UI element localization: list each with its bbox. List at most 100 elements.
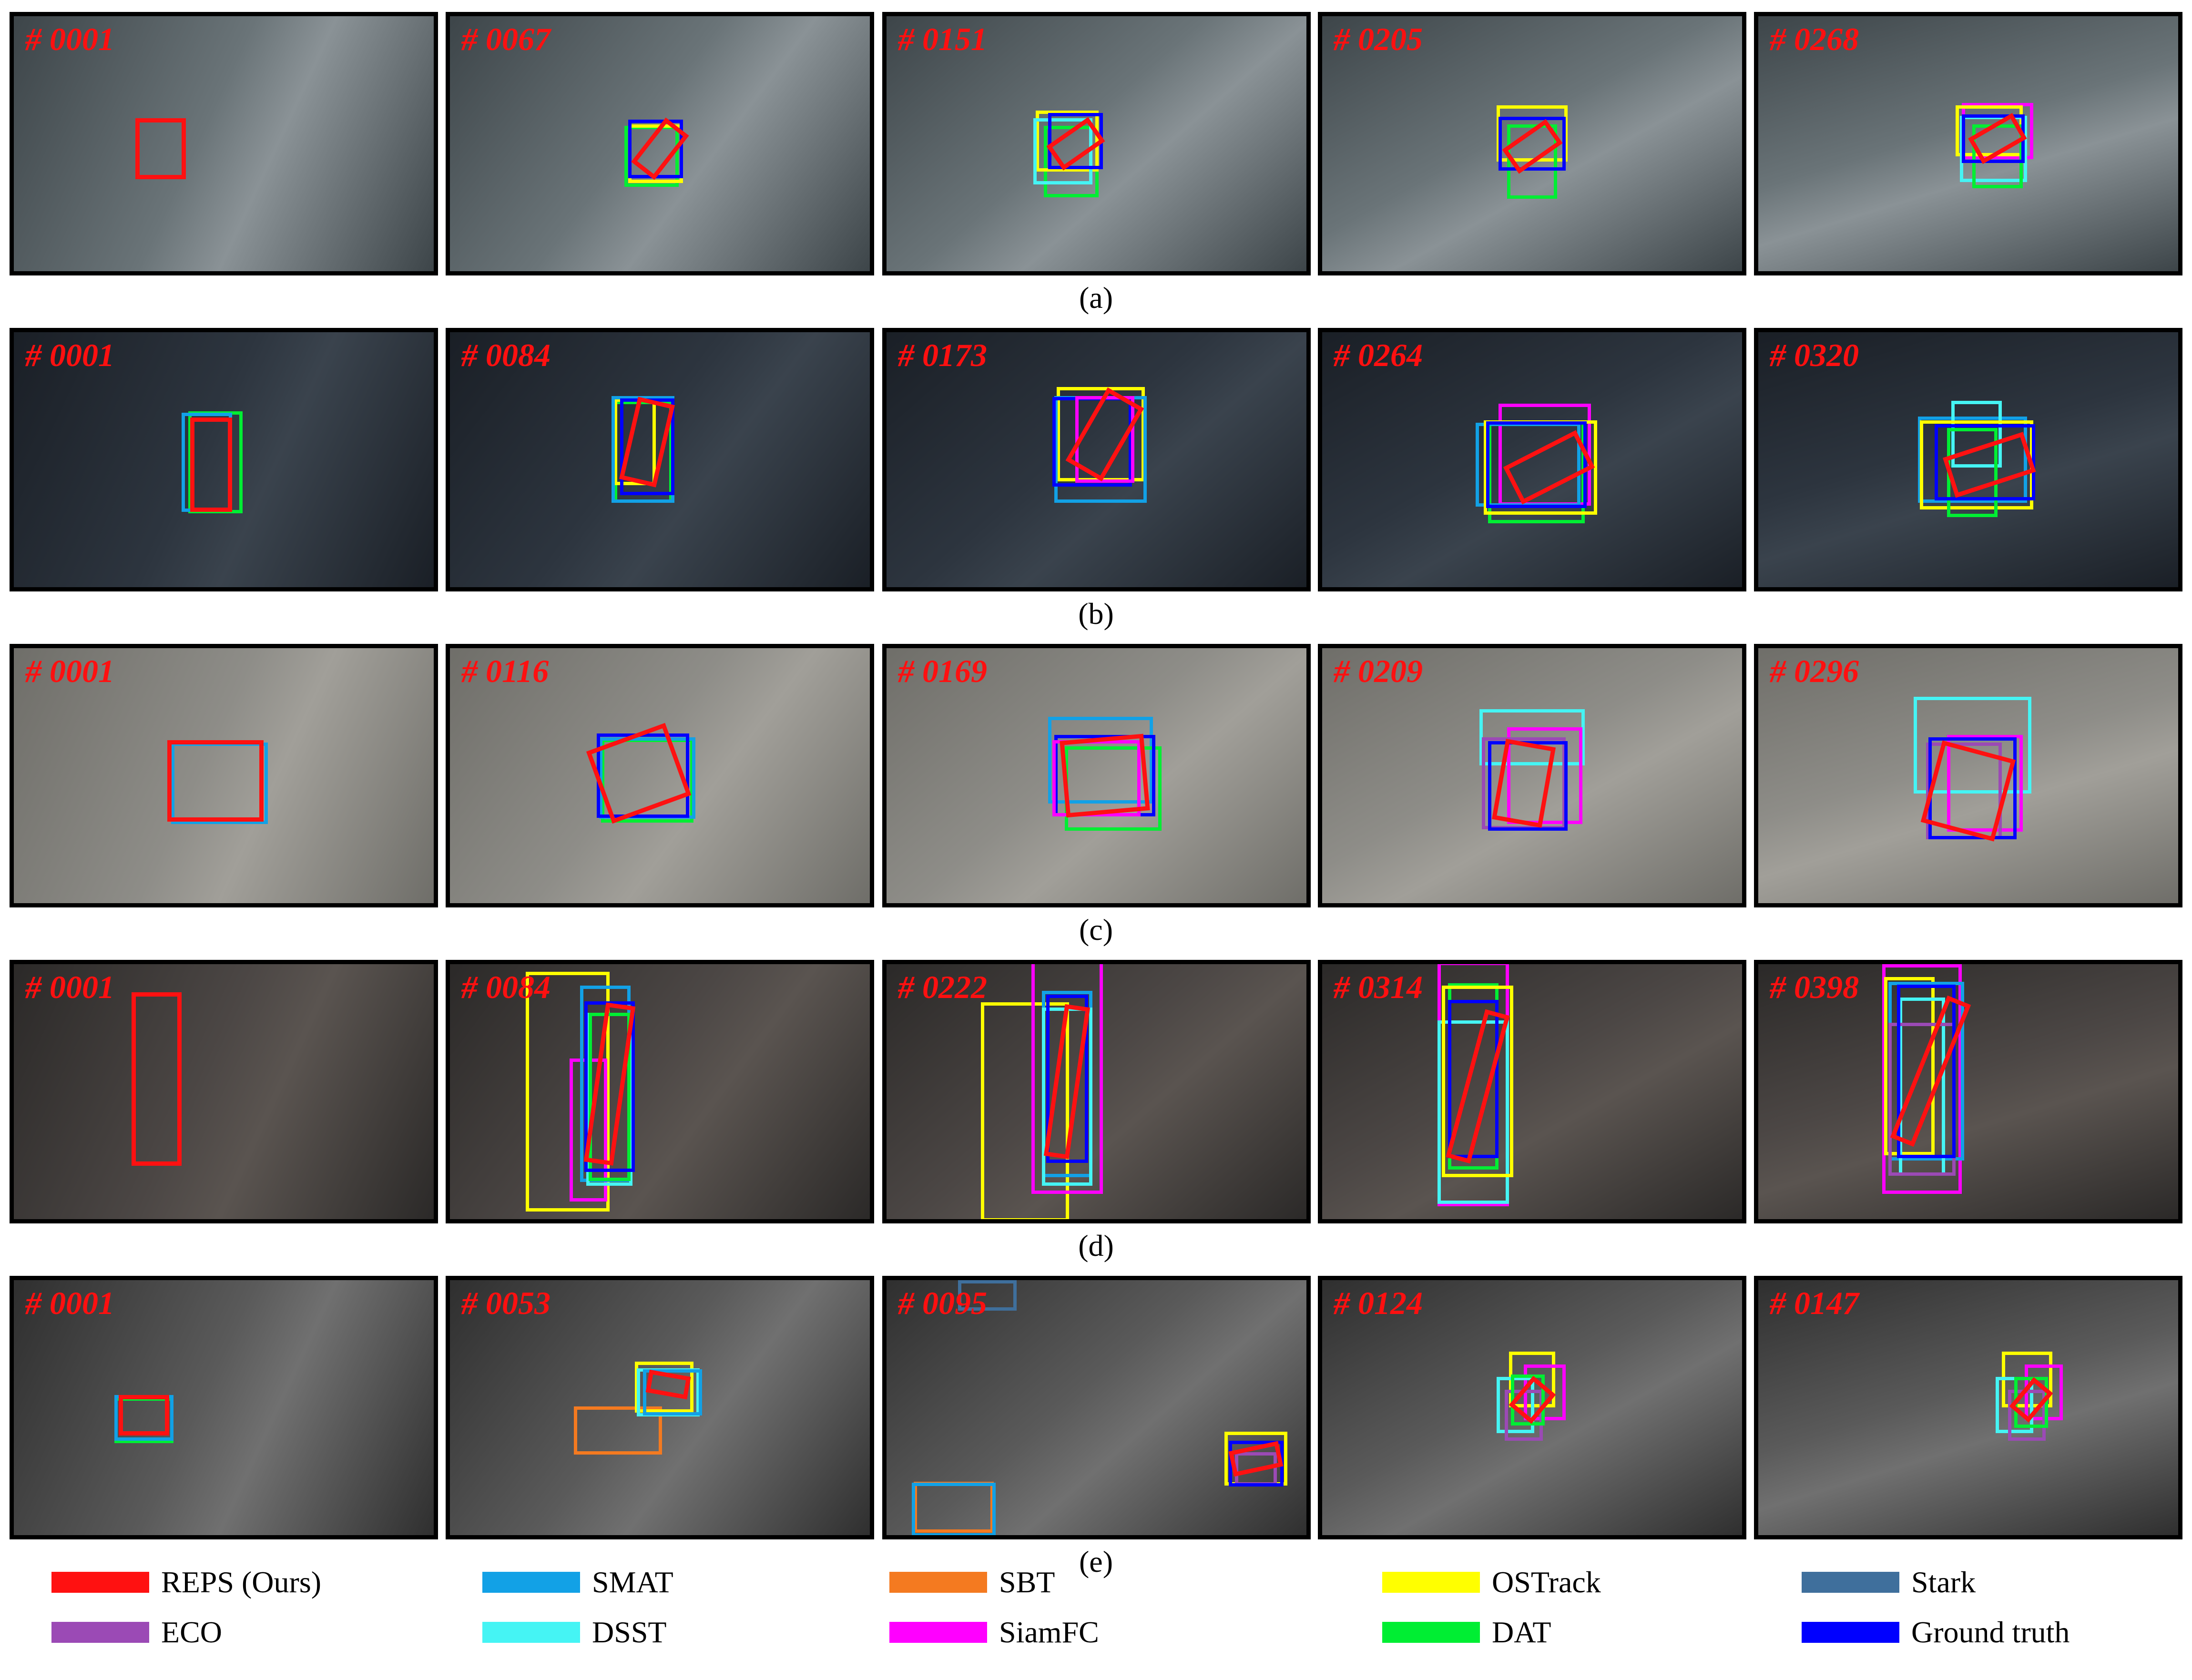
frame-number: # 0001 [25,969,114,1005]
frame-panel: # 0314 [1318,960,1746,1223]
legend-label: OSTrack [1492,1565,1601,1599]
frame-panel: # 0084 [446,960,874,1223]
frame-number: # 0169 [898,653,987,689]
aerial-image [1322,964,1742,1219]
aerial-image [1322,332,1742,587]
frame-panel: # 0205 [1318,12,1746,275]
frame-number: # 0124 [1334,1285,1423,1321]
aerial-image [450,964,870,1219]
aerial-image [887,1280,1306,1535]
aerial-image [450,332,870,587]
tracker-box [1052,740,1141,817]
tracker-box [1031,964,1103,1194]
tracker-box [1048,113,1103,169]
tracker-box [1488,741,1568,831]
legend-label: REPS (Ours) [161,1565,322,1599]
frame-panel: # 0001 [10,1276,438,1539]
frame-panel: # 0095 [882,1276,1311,1539]
legend-swatch [1802,1572,1899,1593]
aerial-image [450,648,870,903]
tracker-box [1496,1377,1534,1433]
legend-label: SBT [999,1565,1055,1599]
aerial-image [887,332,1306,587]
tracker-box [1917,416,2027,503]
legend-label: DSST [592,1615,667,1649]
frame-number: # 0001 [25,653,114,689]
aerial-image [1758,964,2178,1219]
tracker-box [1882,964,1962,1194]
tracker-box [1951,401,2002,468]
frame-panel: # 0053 [446,1276,874,1539]
aerial-image [1758,648,2178,903]
tracker-box [1947,734,2023,832]
tracker-box [1496,105,1568,162]
row-caption: (e) [1079,1545,1113,1578]
legend-swatch [1382,1572,1480,1593]
tracker-box [634,1362,693,1413]
tracker-box [2014,1377,2048,1428]
aerial-image [1758,1280,2178,1535]
legend-swatch [482,1622,580,1643]
aerial-image [1322,16,1742,271]
frame-panel: # 0067 [446,12,874,275]
tracker-box [1442,986,1513,1177]
tracker-box [1486,421,1587,509]
aerial-image [1758,16,2178,271]
tracker-box [1479,709,1585,766]
frame-number: # 0151 [898,21,987,57]
frame-panel: # 0296 [1754,644,2182,907]
sequence-row: # 0001 # 0084 # 0222 # 0314 # 0398 [0,960,2192,1223]
frame-panel: # 0264 [1318,328,1746,591]
tracker-box [628,119,683,178]
tracker-box [1065,746,1162,831]
tracker-box [1507,727,1583,825]
tracker-box [1511,1374,1545,1425]
tracker-box [1913,696,2031,794]
tracker-box [911,1483,996,1535]
frame-number: # 0095 [898,1285,987,1321]
frame-panel: # 0222 [882,960,1311,1223]
frame-panel: # 0001 [10,960,438,1223]
frame-panel: # 0001 [10,12,438,275]
tracker-box [1884,977,1935,1156]
tracker-box [958,1280,1017,1311]
frame-number: # 0205 [1334,21,1423,57]
tracker-box [1896,984,1956,1158]
tracker-box [643,1369,702,1415]
frame-panel: # 0084 [446,328,874,591]
legend-swatch [1802,1622,1899,1643]
tracker-box [1935,424,2036,501]
frame-number: # 0264 [1334,337,1423,373]
tracker-box [135,118,186,180]
aerial-image [14,332,434,587]
frame-number: # 0173 [898,337,987,373]
tracker-box [1505,1390,1543,1441]
frame-number: # 0067 [461,21,551,57]
tracker-box [588,1012,631,1181]
tracker-box [1928,737,2017,840]
tracker-box [167,740,264,822]
tracker-box [525,972,610,1212]
legend-label: Ground truth [1911,1615,2070,1649]
frame-panel: # 0320 [1754,328,2182,591]
tracker-box [584,1001,635,1172]
legend-swatch [51,1572,149,1593]
tracker-box [1995,1377,2034,1433]
frame-panel: # 0116 [446,644,874,907]
legend-swatch [889,1622,987,1643]
frame-number: # 0296 [1770,653,1859,689]
tracker-box [981,1002,1070,1219]
row-caption: (b) [1078,597,1114,631]
tracker-box [1046,995,1088,1163]
tracker-box [1075,396,1134,483]
tracker-box [2008,1390,2046,1441]
row-caption: (d) [1078,1229,1114,1263]
aerial-image [887,648,1306,903]
frame-number: # 0084 [461,337,551,373]
row-caption: (c) [1079,913,1113,947]
frame-number: # 0209 [1334,653,1423,689]
tracker-box [1229,1441,1284,1487]
frame-number: # 0314 [1334,969,1423,1005]
aerial-image [14,648,434,903]
